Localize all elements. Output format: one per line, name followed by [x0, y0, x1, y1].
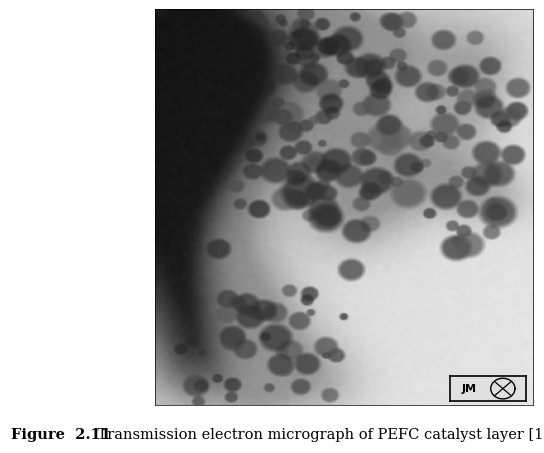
Text: Transmission electron micrograph of PEFC catalyst layer [10].: Transmission electron micrograph of PEFC… — [79, 428, 544, 442]
Text: Figure  2.11: Figure 2.11 — [11, 428, 111, 442]
